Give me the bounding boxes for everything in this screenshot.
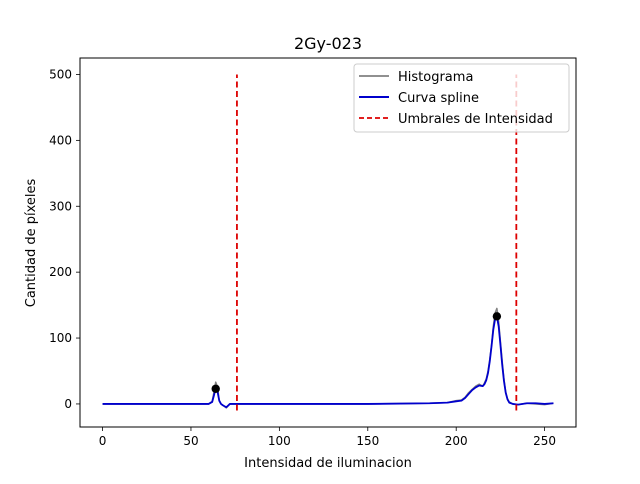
y-tick-label: 400 — [49, 133, 72, 147]
peak-marker — [211, 384, 220, 393]
x-tick-label: 150 — [356, 434, 379, 448]
legend-label-umbrales: Umbrales de Intensidad — [398, 112, 553, 127]
y-tick-label: 300 — [49, 199, 72, 213]
x-axis-label: Intensidad de iluminacion — [244, 456, 412, 471]
x-tick-label: 0 — [99, 434, 107, 448]
y-tick-label: 200 — [49, 265, 72, 279]
x-tick-label: 50 — [183, 434, 198, 448]
y-tick-label: 100 — [49, 331, 72, 345]
x-tick-label: 200 — [445, 434, 468, 448]
chart-title: 2Gy-023 — [294, 34, 362, 53]
y-axis-label: Cantidad de píxeles — [24, 179, 39, 308]
x-tick-label: 100 — [268, 434, 291, 448]
legend-label-curva-spline: Curva spline — [398, 91, 479, 106]
legend-label-histograma: Histograma — [398, 70, 473, 85]
y-tick-label: 500 — [49, 67, 72, 81]
legend-box — [353, 63, 570, 133]
peak-marker — [492, 312, 502, 321]
y-tick-label: 0 — [64, 397, 72, 411]
x-tick-label: 250 — [533, 434, 556, 448]
axes-frame — [79, 57, 577, 428]
legend: Histograma Curva spline Umbrales de Inte… — [353, 63, 570, 133]
